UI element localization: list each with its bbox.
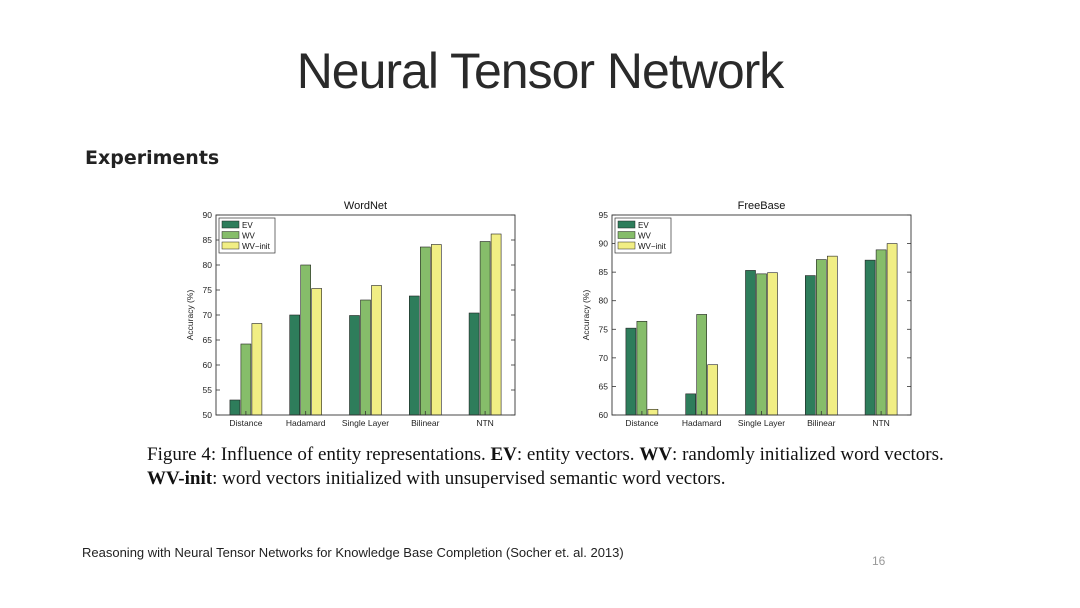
wordnet-bar-wv-init-2 (371, 285, 382, 416)
wordnet-x-tick-label: NTN (476, 418, 493, 428)
wordnet-x-tick-label: Distance (229, 418, 262, 428)
freebase-bar-wv-2 (756, 273, 767, 416)
wordnet-y-tick-label: 70 (203, 310, 213, 320)
wordnet-bar-ev-3 (409, 295, 420, 416)
figure-caption: Figure 4: Influence of entity representa… (147, 443, 947, 491)
wordnet-y-tick-label: 65 (203, 335, 213, 345)
wordnet-bar-ev-2 (349, 315, 360, 416)
wordnet-chart-title: WordNet (344, 200, 387, 212)
wordnet-chart-svg: WordNet 50 55 60 65 70 75 80 85 90 Accuracy (%) Dis… (185, 200, 516, 428)
freebase-chart-title: FreeBase (738, 200, 786, 212)
wordnet-bar-ev-0 (229, 399, 241, 416)
caption-wv-term: WV (639, 444, 673, 465)
wordnet-y-tick-label: 80 (203, 260, 213, 270)
wordnet-y-tick-label: 55 (203, 385, 213, 395)
wordnet-bar-wv-3 (420, 246, 431, 416)
freebase-chart-svg: FreeBase 60 65 70 75 80 85 90 95 Accuracy (%) Dist… (581, 200, 912, 428)
freebase-legend-swatch-wv-init (617, 241, 636, 250)
wordnet-plot-frame (215, 214, 516, 416)
freebase-x-tick-label: Hadamard (682, 418, 722, 428)
freebase-y-tick-label: 60 (599, 410, 609, 420)
wordnet-chart: WordNet 50 55 60 65 70 75 80 85 90 Accuracy (%) Dis… (180, 192, 525, 432)
wordnet-legend-label-wv-init: WV−init (242, 242, 271, 251)
freebase-legend-swatch-ev (617, 220, 636, 229)
freebase-plot-frame (611, 214, 912, 416)
wordnet-x-tick-label: Bilinear (411, 418, 440, 428)
wordnet-legend-swatch-ev (221, 220, 240, 229)
wordnet-y-tick-label: 85 (203, 235, 213, 245)
citation: Reasoning with Neural Tensor Networks fo… (82, 545, 624, 560)
freebase-y-tick-label: 95 (599, 210, 609, 220)
freebase-x-tick-label: Single Layer (738, 418, 785, 428)
freebase-chart: FreeBase 60 65 70 75 80 85 90 95 Accuracy (%) Dist… (576, 192, 921, 432)
wordnet-bar-wv-2 (360, 299, 371, 416)
wordnet-y-tick-label: 75 (203, 285, 213, 295)
wordnet-legend-label-ev: EV (242, 221, 253, 230)
caption-ev-desc: : entity vectors. (516, 444, 635, 465)
page-number: 16 (872, 554, 886, 568)
freebase-bar-wv-3 (816, 259, 827, 416)
caption-fig-label: Figure 4: Influence of entity representa… (147, 444, 486, 465)
freebase-y-tick-label: 65 (599, 381, 609, 391)
freebase-legend-label-wv: WV (638, 232, 652, 241)
wordnet-bar-ev-1 (289, 314, 300, 416)
wordnet-legend-label-wv: WV (242, 232, 256, 241)
wordnet-y-axis-label: Accuracy (%) (185, 290, 195, 341)
slide-title: Neural Tensor Network (296, 43, 785, 99)
freebase-bar-wv-1 (696, 314, 707, 416)
wordnet-x-tick-label: Single Layer (342, 418, 389, 428)
freebase-bar-ev-0 (625, 327, 637, 416)
freebase-y-axis-label: Accuracy (%) (581, 290, 591, 341)
freebase-bar-wv-0 (636, 320, 648, 416)
freebase-bar-ev-4 (864, 259, 876, 416)
freebase-y-tick-label: 90 (599, 239, 609, 249)
wordnet-y-tick-label: 50 (203, 410, 213, 420)
freebase-legend-label-ev: EV (638, 221, 649, 230)
freebase-bar-wv-4 (875, 249, 887, 416)
freebase-bar-wv-init-2 (767, 272, 778, 416)
freebase-x-tick-label: NTN (872, 418, 889, 428)
wordnet-legend-swatch-wv (221, 231, 240, 239)
wordnet-x-tick-label: Hadamard (286, 418, 326, 428)
freebase-bar-ev-3 (805, 275, 816, 416)
wordnet-legend-swatch-wv-init (221, 241, 240, 250)
freebase-y-tick-label: 70 (599, 353, 609, 363)
freebase-bar-wv-init-3 (827, 255, 838, 416)
wordnet-bar-wv-init-0 (251, 323, 263, 416)
freebase-y-tick-label: 75 (599, 324, 609, 334)
freebase-bar-ev-2 (745, 270, 756, 416)
wordnet-bar-wv-init-1 (311, 288, 322, 416)
caption-wvinit-term: WV-init (147, 468, 213, 489)
freebase-bar-wv-init-4 (886, 243, 898, 416)
wordnet-y-tick-label: 90 (203, 210, 213, 220)
caption-wv-desc: : randomly initialized word vectors. (672, 444, 944, 465)
caption-ev-term: EV (490, 444, 517, 465)
freebase-y-tick-label: 85 (599, 267, 609, 277)
freebase-legend-label-wv-init: WV−init (638, 242, 667, 251)
wordnet-y-tick-label: 60 (203, 360, 213, 370)
wordnet-bar-wv-0 (240, 343, 252, 416)
wordnet-bar-ev-4 (468, 312, 480, 416)
freebase-bar-wv-init-0 (647, 408, 659, 416)
freebase-x-tick-label: Bilinear (807, 418, 836, 428)
freebase-y-tick-label: 80 (599, 296, 609, 306)
freebase-legend-swatch-wv (617, 231, 636, 239)
freebase-bar-wv-init-1 (707, 364, 718, 416)
section-heading: Experiments (85, 147, 220, 169)
caption-wvinit-desc: : word vectors initialized with unsuperv… (212, 468, 726, 489)
wordnet-bar-wv-init-4 (490, 233, 502, 416)
wordnet-bar-wv-init-3 (431, 244, 442, 416)
freebase-bar-ev-1 (685, 393, 696, 416)
wordnet-bar-wv-4 (479, 241, 491, 416)
freebase-x-tick-label: Distance (625, 418, 658, 428)
wordnet-bar-wv-1 (300, 264, 311, 416)
